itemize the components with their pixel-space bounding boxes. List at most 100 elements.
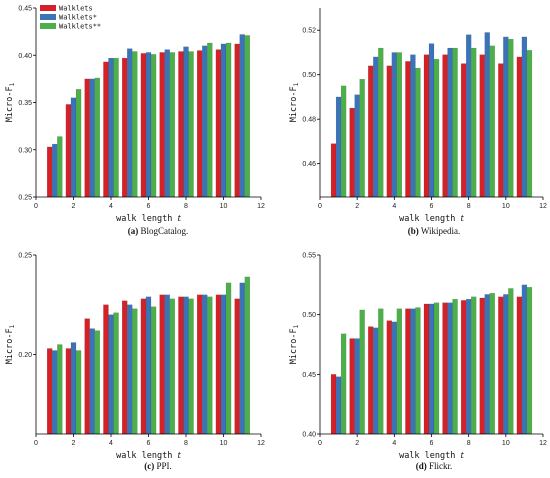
- bar-series1-x7: [159, 52, 165, 198]
- bar-series1-x7: [442, 302, 448, 435]
- bar-series2-x10: [220, 43, 227, 198]
- bar-series2-x8: [183, 296, 189, 435]
- bar-series3-x9: [489, 45, 495, 198]
- bar-series3-x8: [188, 298, 194, 435]
- legend-swatch-1: [40, 5, 56, 11]
- bar-series2-x10: [503, 36, 509, 198]
- legend-swatch-2: [40, 14, 56, 20]
- bar-series2-x4: [391, 52, 397, 198]
- bar-series3-x5: [132, 308, 138, 435]
- bar-series3-x9: [489, 293, 495, 435]
- legend-label-1: Walklets: [59, 5, 93, 13]
- bar-series1-x9: [197, 294, 203, 435]
- bar-series1-x5: [122, 300, 128, 435]
- bar-series2-x9: [202, 45, 208, 198]
- x-tick-label: 2: [72, 203, 76, 210]
- bar-series3-x2: [75, 350, 82, 435]
- bar-series2-x11: [521, 36, 528, 198]
- bar-series2-x3: [373, 56, 379, 198]
- bar-series3-x11: [526, 287, 533, 435]
- bar-series2-x6: [145, 52, 152, 198]
- bar-series1-x11: [234, 43, 240, 198]
- chart-panel-3: 0 2 4 6 8 10 12 0.20 0.25 walk length t Micro-F1 (c…: [5, 253, 265, 472]
- bar-series3-x9: [207, 42, 213, 198]
- x-tick-label: 10: [502, 203, 510, 210]
- bar-series1-x10: [498, 296, 504, 435]
- bar-series1-x9: [479, 54, 485, 198]
- y-tick-label: 0.46: [302, 161, 316, 168]
- bar-series1-x5: [122, 57, 128, 198]
- bar-series2-x3: [89, 78, 95, 198]
- panel-caption: (a) BlogCatalog.: [128, 226, 189, 236]
- bar-series1-x6: [140, 53, 147, 198]
- bar-series2-x6: [428, 303, 435, 435]
- bar-series2-x8: [466, 298, 472, 435]
- bar-series3-x10: [225, 282, 232, 435]
- bar-series1-x11: [516, 56, 523, 198]
- bar-series2-x11: [239, 282, 245, 435]
- bar-series1-x9: [197, 50, 203, 198]
- bar-series2-x8: [466, 34, 472, 198]
- bar-series3-x11: [244, 35, 250, 198]
- bar-series2-x7: [164, 294, 170, 435]
- y-axis-label: Micro-F1: [5, 324, 16, 364]
- x-tick-label: 8: [184, 440, 188, 447]
- bar-series1-x2: [349, 338, 355, 435]
- bar-series3-x3: [378, 308, 384, 435]
- bar-series3-x10: [508, 288, 514, 435]
- legend-label-2: Walklets*: [59, 14, 97, 22]
- bar-series2-x9: [484, 32, 490, 198]
- x-tick-label: 4: [109, 440, 113, 447]
- bar-series3-x8: [188, 51, 194, 198]
- bar-series2-x5: [410, 308, 416, 435]
- bar-series1-x4: [103, 61, 109, 198]
- bar-series3-x6: [433, 302, 440, 435]
- bar-series3-x5: [415, 307, 421, 435]
- bar-series2-x2: [70, 97, 77, 198]
- chart-panel-4: 0 2 4 6 8 10 12 0.40 0.45 0.50 0.55 walk length t Mi…: [289, 253, 547, 472]
- x-tick-label: 0: [318, 203, 322, 210]
- y-axis-label: Micro-F1: [5, 82, 16, 122]
- y-tick-label: 0.45: [18, 6, 32, 13]
- x-tick-label: 4: [109, 203, 113, 210]
- bar-series1-x10: [215, 294, 222, 435]
- y-tick-label: 0.52: [302, 28, 316, 35]
- bar-series1-x8: [178, 296, 184, 435]
- bar-series2-x4: [391, 321, 397, 435]
- bar-series1-x10: [498, 63, 504, 198]
- bar-series2-x6: [428, 43, 435, 198]
- x-tick-label: 8: [184, 203, 188, 210]
- y-tick-label: 0.50: [302, 312, 316, 319]
- bar-series2-x6: [145, 296, 152, 435]
- bar-series1-x6: [423, 54, 430, 198]
- bar-series1-x3: [368, 326, 374, 435]
- bar-series2-x9: [202, 294, 208, 435]
- bar-series3-x3: [94, 77, 100, 198]
- bar-series1-x9: [479, 297, 485, 435]
- bar-series1-x3: [368, 65, 374, 198]
- bar-series1-x1: [330, 143, 337, 198]
- bar-series3-x1: [340, 85, 347, 198]
- bar-series3-x2: [359, 309, 365, 435]
- y-tick-label: 0.25: [18, 195, 32, 202]
- x-tick-label: 12: [257, 440, 265, 447]
- panel-caption: (b) Wikipedia.: [408, 226, 460, 236]
- bar-series3-x6: [150, 54, 157, 198]
- bar-series3-x3: [94, 330, 100, 435]
- y-axis-label: Micro-F1: [289, 324, 300, 364]
- bar-series1-x7: [442, 54, 448, 198]
- bar-series3-x2: [75, 89, 82, 198]
- bar-series2-x4: [108, 314, 114, 435]
- x-tick-label: 0: [34, 440, 38, 447]
- bar-series1-x2: [65, 348, 72, 435]
- y-tick-label: 0.55: [302, 253, 316, 260]
- x-tick-label: 6: [147, 203, 151, 210]
- x-tick-label: 2: [72, 440, 76, 447]
- bar-series3-x10: [508, 38, 514, 198]
- bar-series3-x5: [415, 67, 421, 198]
- x-tick-label: 12: [539, 203, 547, 210]
- bar-series1-x11: [234, 298, 240, 435]
- bar-series3-x1: [57, 136, 63, 198]
